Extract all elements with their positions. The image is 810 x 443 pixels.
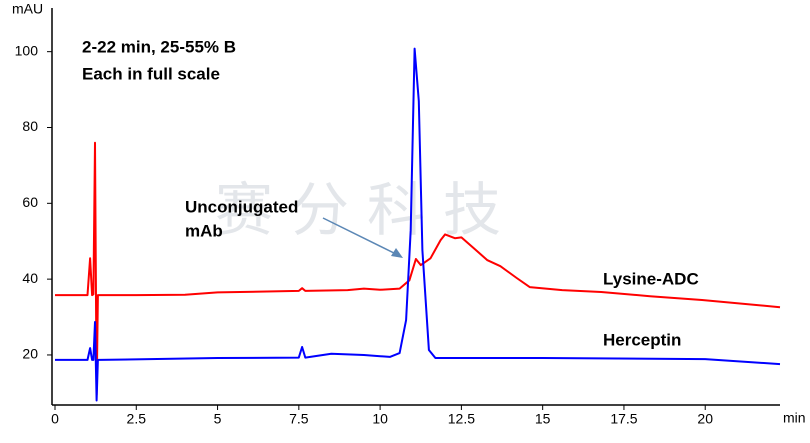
arrow-head (391, 248, 403, 258)
series-label: Lysine-ADC (603, 269, 699, 288)
x-tick-label: 12.5 (448, 411, 475, 427)
x-tick-label: 2.5 (127, 411, 147, 427)
y-tick-label: 100 (15, 42, 39, 58)
arrow (322, 217, 399, 256)
x-tick-label: 17.5 (610, 411, 637, 427)
y-tick-label: 80 (22, 118, 38, 134)
series-label: Herceptin (603, 330, 681, 349)
x-tick-label: 15 (535, 411, 551, 427)
watermark: 赛分科技 (215, 176, 519, 244)
annotation: mAb (185, 221, 223, 240)
annotation: 2-22 min, 25-55% B (82, 37, 236, 56)
x-tick-label: 10 (372, 411, 388, 427)
y-tick-label: 40 (22, 270, 38, 286)
annotation: Each in full scale (82, 64, 220, 83)
x-tick-label: 7.5 (289, 411, 309, 427)
x-tick-label: 5 (214, 411, 222, 427)
annotation: Unconjugated (185, 197, 298, 216)
x-axis-label: min (783, 410, 806, 426)
y-tick-label: 60 (22, 194, 38, 210)
y-tick-label: 20 (22, 346, 38, 362)
series-line (55, 47, 781, 402)
plot (55, 47, 781, 402)
y-axis-label: mAU (12, 1, 43, 17)
x-tick-label: 0 (51, 411, 59, 427)
x-tick-label: 20 (697, 411, 713, 427)
